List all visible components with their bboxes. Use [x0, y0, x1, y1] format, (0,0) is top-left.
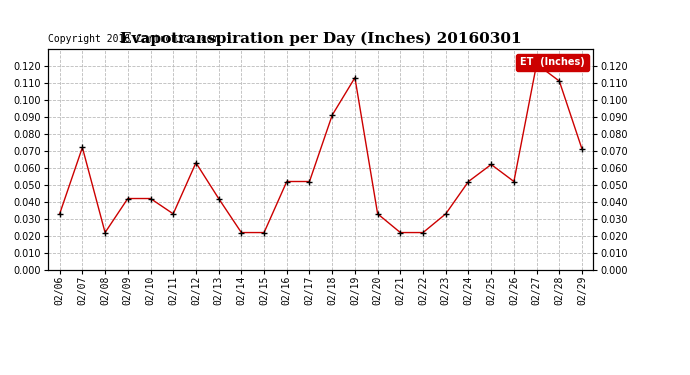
- Text: Copyright 2016 Cartronics.com: Copyright 2016 Cartronics.com: [48, 34, 219, 44]
- Legend: ET  (Inches): ET (Inches): [516, 54, 589, 71]
- Title: Evapotranspiration per Day (Inches) 20160301: Evapotranspiration per Day (Inches) 2016…: [120, 32, 522, 46]
